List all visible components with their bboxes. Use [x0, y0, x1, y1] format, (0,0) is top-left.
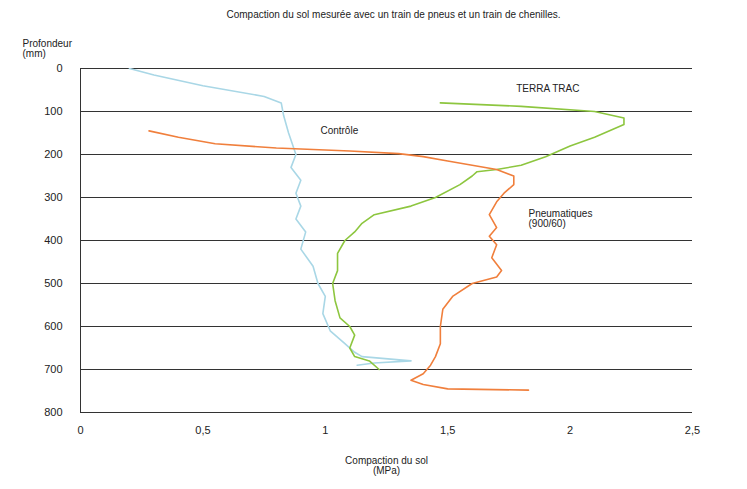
svg-text:700: 700 — [44, 363, 62, 375]
svg-text:100: 100 — [44, 105, 62, 117]
svg-text:300: 300 — [44, 191, 62, 203]
svg-text:200: 200 — [44, 148, 62, 160]
svg-text:0: 0 — [77, 424, 83, 436]
svg-text:TERRA TRAC: TERRA TRAC — [516, 83, 579, 94]
svg-text:400: 400 — [44, 234, 62, 246]
svg-text:2: 2 — [567, 424, 573, 436]
svg-text:Profondeur(mm): Profondeur(mm) — [23, 38, 73, 59]
svg-text:500: 500 — [44, 277, 62, 289]
svg-text:0: 0 — [56, 62, 62, 74]
svg-text:0,5: 0,5 — [195, 424, 210, 436]
html-text:Compaction du sol mesurée avec: Compaction du sol mesurée avec un train … — [226, 9, 561, 20]
svg-text:800: 800 — [44, 406, 62, 418]
svg-text:1,5: 1,5 — [440, 424, 455, 436]
svg-text:2,5: 2,5 — [685, 424, 700, 436]
svg-text:1: 1 — [322, 424, 328, 436]
svg-text:Compaction du sol(MPa): Compaction du sol(MPa) — [345, 455, 428, 476]
svg-text:Contrôle: Contrôle — [320, 125, 358, 136]
svg-text:600: 600 — [44, 320, 62, 332]
svg-text:Pneumatiques(900/60): Pneumatiques(900/60) — [528, 208, 592, 229]
